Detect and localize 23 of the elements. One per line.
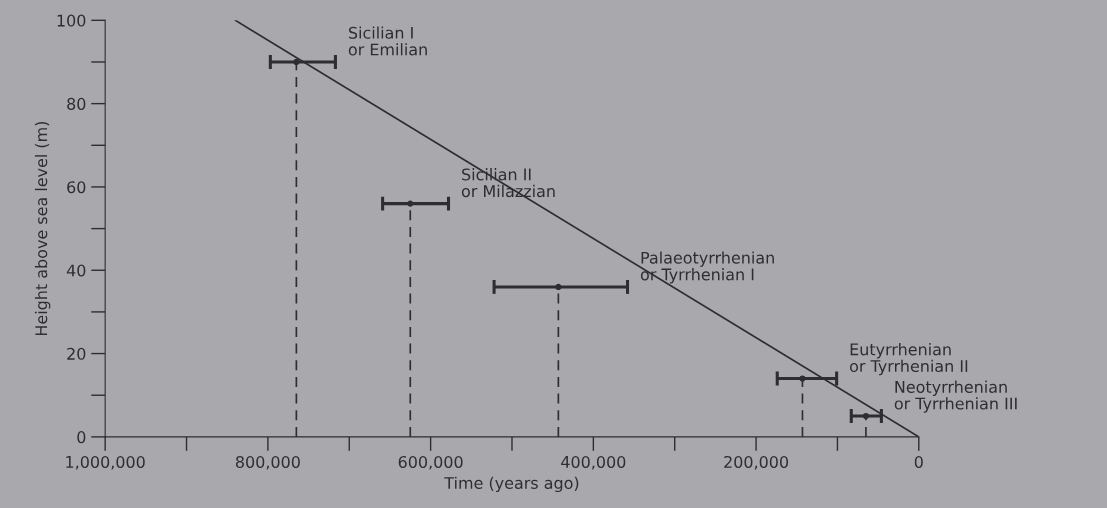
x-tick-label: 400,000 [561, 455, 626, 470]
annotation: Sicilian I or Emilian [348, 26, 427, 56]
point [799, 375, 806, 382]
y-axis-title: Height above sea level (m) [34, 121, 51, 336]
y-tick-label: 80 [67, 97, 86, 110]
y-tick-label: 60 [67, 181, 86, 194]
annotation: Neotyrrhenian or Tyrrhenian III [894, 380, 1017, 413]
x-tick-label: 200,000 [724, 455, 789, 470]
y-tick-label: 0 [77, 431, 86, 444]
point [407, 200, 414, 207]
annotation: Eutyrrhenian or Tyrrhenian II [850, 343, 968, 376]
y-tick-label: 100 [57, 14, 86, 27]
x-axis-title: Time (years ago) [444, 476, 579, 493]
x-tick-label: 800,000 [235, 455, 300, 470]
x-tick-label: 600,000 [398, 455, 463, 470]
x-tick-label: 0 [914, 455, 923, 468]
y-tick-label: 20 [67, 347, 86, 360]
y-tick-label: 40 [66, 264, 86, 277]
point [293, 58, 300, 66]
annotation: Palaeotyrrhenian or Tyrrhenian I [640, 251, 774, 284]
point [862, 412, 870, 420]
point [555, 283, 562, 291]
x-tick-label: 1,000,000 [66, 455, 145, 470]
